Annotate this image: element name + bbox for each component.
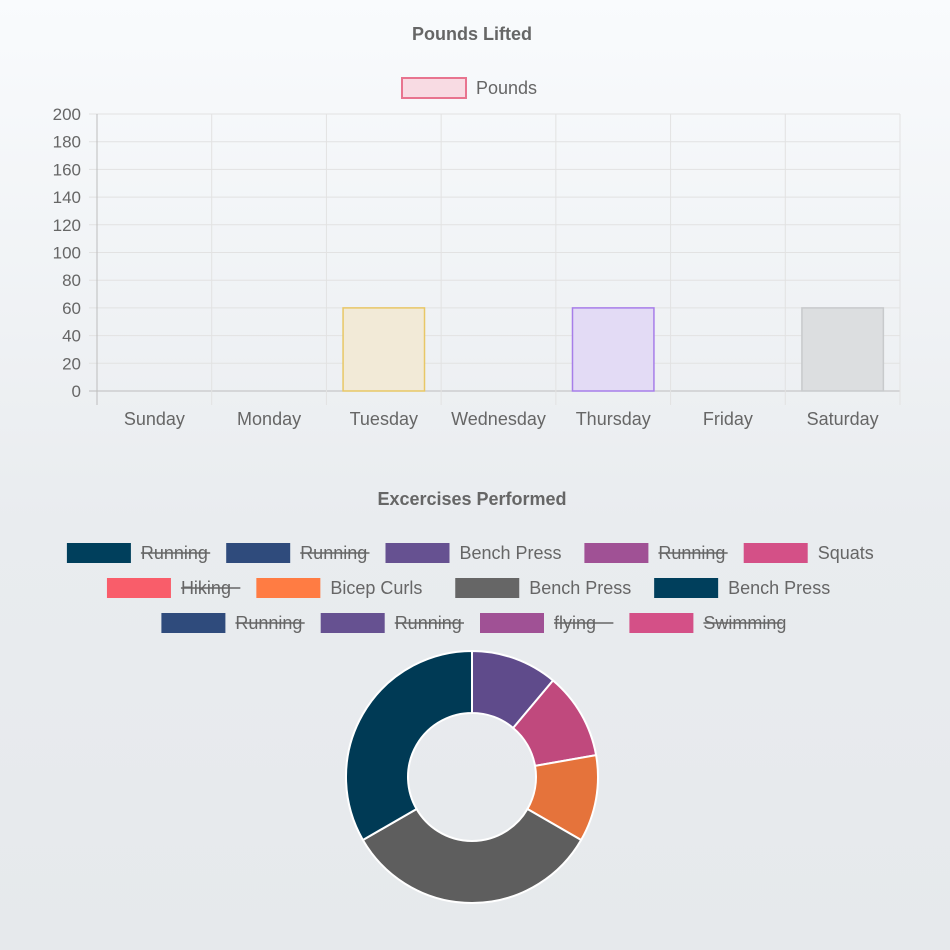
y-tick-label: 60 [62, 299, 81, 318]
y-axis-tick-labels: 0 20 40 60 80 100 120 140 160 180 200 [53, 105, 81, 401]
legend-item[interactable]: Squats [743, 543, 874, 563]
legend-item[interactable]: flying [480, 613, 614, 633]
legend-label: Bench Press [728, 578, 830, 598]
legend-label: Bicep Curls [330, 578, 422, 598]
legend-swatch [480, 613, 544, 633]
legend-item[interactable]: Running [320, 613, 464, 633]
legend-swatch [629, 613, 694, 633]
bar-thursday[interactable] [571, 307, 655, 392]
doughnut-chart-title: Excercises Performed [377, 489, 566, 509]
y-tick-label: 200 [53, 105, 81, 124]
x-tick-label: Monday [237, 409, 301, 429]
bar-saturday[interactable] [801, 307, 885, 392]
bar-chart-grid [89, 113, 901, 405]
y-tick-label: 140 [53, 188, 81, 207]
legend-item[interactable]: Swimming [629, 613, 786, 633]
doughnut-slice-bench-press[interactable] [345, 649, 473, 842]
bar-tuesday[interactable] [342, 307, 426, 392]
legend-item[interactable]: Bench Press [654, 578, 830, 598]
exercises-performed-chart: Excercises Performed Running Running Bench… [66, 489, 874, 904]
legend-item[interactable]: Hiking [106, 578, 241, 598]
y-tick-label: 20 [62, 354, 81, 373]
x-tick-label: Wednesday [451, 409, 546, 429]
doughnut-chart-legend: Running Running Bench Press Running SquatsHi… [66, 543, 874, 633]
bar-legend-swatch [401, 77, 467, 99]
y-tick-label: 0 [72, 382, 81, 401]
x-tick-label: Tuesday [350, 409, 418, 429]
bar-chart-bars [342, 307, 885, 392]
legend-label: Bench Press [529, 578, 631, 598]
doughnut-slice-bench-press[interactable] [361, 807, 583, 904]
legend-swatch [161, 613, 226, 633]
bar-chart-title: Pounds Lifted [412, 24, 532, 44]
doughnut-slices [345, 649, 599, 904]
legend-swatch [106, 578, 171, 598]
y-tick-label: 80 [62, 271, 81, 290]
legend-swatch [66, 543, 131, 563]
y-tick-label: 120 [53, 216, 81, 235]
legend-swatch [455, 578, 520, 598]
x-tick-label: Thursday [576, 409, 651, 429]
legend-swatch [320, 613, 385, 633]
legend-label: Bench Press [460, 543, 562, 563]
x-tick-label: Sunday [124, 409, 185, 429]
y-tick-label: 100 [53, 244, 81, 263]
bar-chart-legend[interactable]: Pounds [401, 77, 537, 99]
legend-swatch [743, 543, 808, 563]
legend-item[interactable]: Running [66, 543, 211, 563]
legend-item[interactable]: Running [161, 613, 305, 633]
legend-item[interactable]: Bench Press [385, 543, 562, 563]
legend-item[interactable]: Bench Press [455, 578, 631, 598]
y-tick-label: 160 [53, 160, 81, 179]
x-tick-label: Saturday [807, 409, 879, 429]
bar-legend-label: Pounds [476, 78, 537, 98]
y-tick-label: 40 [62, 327, 81, 346]
legend-swatch [654, 578, 719, 598]
y-tick-label: 180 [53, 133, 81, 152]
legend-item[interactable]: Bicep Curls [256, 578, 422, 598]
legend-swatch [385, 543, 450, 563]
legend-item[interactable]: Running [584, 543, 728, 563]
legend-swatch [226, 543, 291, 563]
legend-swatch [256, 578, 321, 598]
x-tick-label: Friday [703, 409, 753, 429]
legend-item[interactable]: Running [226, 543, 370, 563]
x-axis-tick-labels: Sunday Monday Tuesday Wednesday Thursday Frid… [124, 409, 879, 429]
legend-label: Squats [818, 543, 874, 563]
legend-swatch [584, 543, 649, 563]
pounds-lifted-chart: Pounds Lifted Pounds 0 20 40 60 80 100 120 140 1… [53, 24, 901, 429]
